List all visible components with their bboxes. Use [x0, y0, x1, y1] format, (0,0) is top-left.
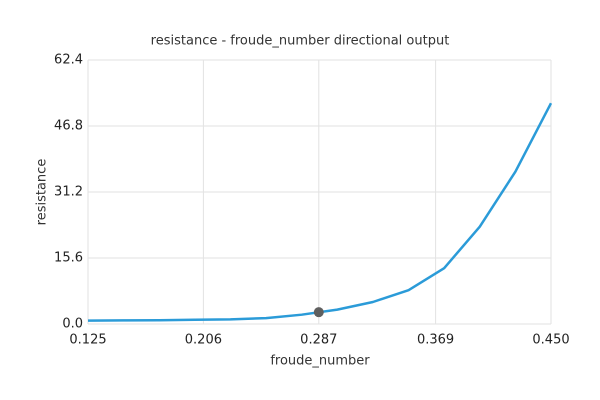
- x-tick-label: 0.369: [417, 333, 454, 348]
- y-axis-label: resistance: [35, 159, 50, 226]
- x-tick-label: 0.206: [185, 333, 222, 348]
- x-tick-label: 0.287: [300, 333, 337, 348]
- chart-title: resistance - froude_number directional o…: [151, 34, 450, 49]
- y-tick-label: 0.0: [62, 317, 83, 332]
- y-tick-label: 15.6: [54, 251, 83, 266]
- y-tick-label: 62.4: [54, 53, 83, 68]
- y-tick-label: 31.2: [54, 185, 83, 200]
- x-tick-label: 0.450: [532, 333, 569, 348]
- y-tick-label: 46.8: [54, 119, 83, 134]
- line: [87, 102, 553, 322]
- marker-point: [313, 307, 324, 318]
- x-axis-label: froude_number: [270, 354, 370, 369]
- x-tick-label: 0.125: [69, 333, 106, 348]
